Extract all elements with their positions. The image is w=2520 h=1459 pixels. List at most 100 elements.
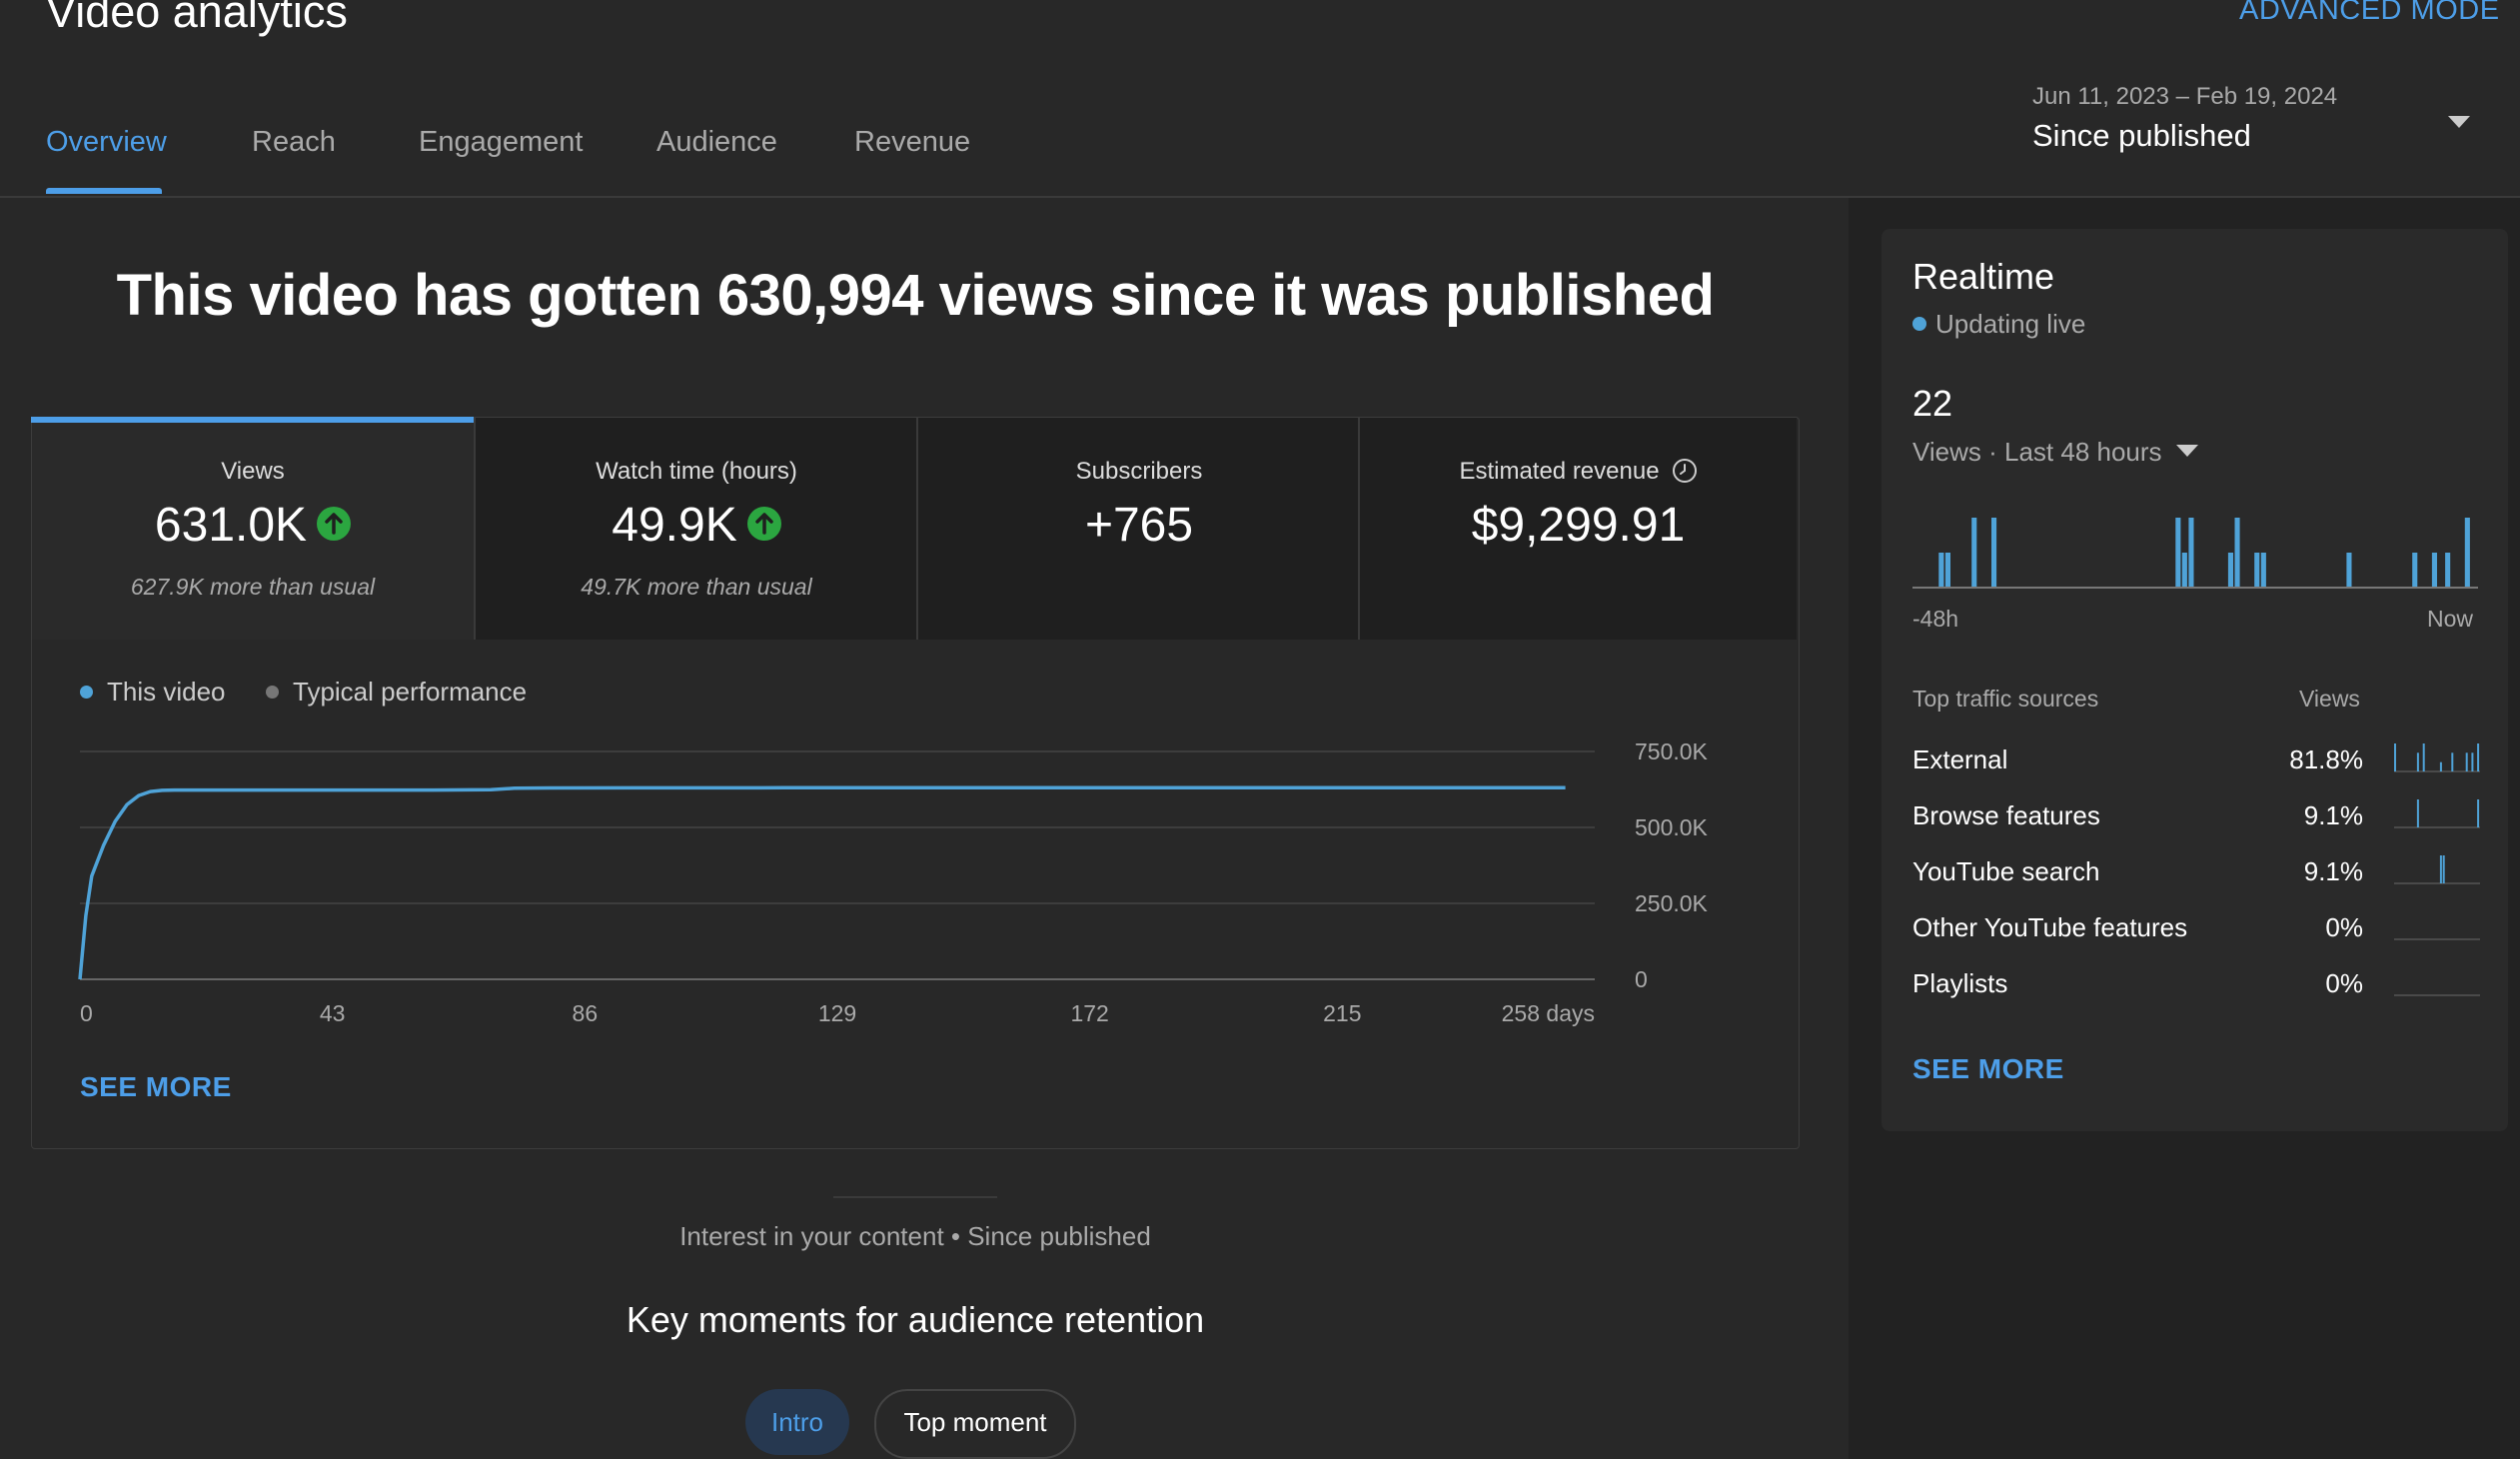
realtime-bar	[2227, 553, 2233, 588]
traffic-source-name: Playlists	[1912, 968, 2008, 998]
header-bar	[0, 0, 2520, 198]
advanced-mode-button[interactable]: ADVANCED MODE	[2239, 0, 2500, 26]
metric-divider	[474, 418, 476, 640]
metric-value: 631.0K	[32, 498, 474, 553]
metric-tab-subscribers[interactable]: Subscribers +765	[918, 418, 1360, 640]
x-tick-label: 258 days	[1502, 1000, 1595, 1026]
tab-engagement[interactable]: Engagement	[419, 126, 584, 158]
updating-live-label: Updating live	[1912, 309, 2085, 340]
views-line-chart: 750.0K 500.0K 250.0K 0 0 43 86 129 172 215 258 day…	[78, 738, 1709, 1026]
sparkline-bar	[2477, 799, 2480, 827]
traffic-source-name: Browse features	[1912, 800, 2100, 830]
metric-tab-revenue[interactable]: Estimated revenue $9,299.91	[1360, 418, 1797, 640]
x-tick-label: 215	[1323, 1000, 1361, 1026]
metric-note: 627.9K more than usual	[130, 574, 376, 600]
sparkline-bar	[2416, 752, 2419, 771]
realtime-bar	[1938, 553, 1944, 588]
realtime-view-count: 22	[1912, 383, 1953, 424]
realtime-bar	[2346, 553, 2352, 588]
page-title: Video analytics	[46, 0, 348, 37]
section-divider	[833, 1196, 997, 1198]
metric-label: Estimated revenue	[1360, 458, 1797, 486]
traffic-sparklines	[2394, 743, 2480, 996]
metric-tab-watch-time[interactable]: Watch time (hours) 49.9K 49.7K more than…	[476, 418, 917, 640]
arrow-up-icon	[317, 507, 352, 542]
selected-metric-indicator	[31, 417, 474, 423]
metric-value: +765	[1084, 499, 1194, 552]
x-tick-label: 86	[573, 1000, 599, 1026]
realtime-bar	[1971, 518, 1977, 588]
legend-dot	[80, 685, 93, 699]
metric-divider	[1358, 418, 1360, 640]
realtime-axis-end: Now	[2427, 606, 2474, 632]
chip-intro[interactable]: Intro	[745, 1389, 849, 1455]
traffic-source-pct: 0%	[2325, 912, 2363, 942]
views-headline: This video has gotten 630,994 views sinc…	[116, 263, 1715, 328]
sparkline-bar	[2422, 743, 2425, 771]
sparkline-bar	[2439, 761, 2442, 771]
sparkline-bar	[2442, 855, 2445, 883]
realtime-bar	[2254, 553, 2260, 588]
metric-note: 49.7K more than usual	[581, 574, 812, 600]
x-tick-label: 0	[80, 1000, 93, 1026]
realtime-bar	[2234, 518, 2240, 588]
metric-label: Subscribers	[1075, 458, 1203, 485]
traffic-source-pct: 0%	[2325, 968, 2363, 998]
realtime-bar	[2445, 553, 2451, 588]
realtime-bar	[2431, 553, 2437, 588]
metric-value: $9,299.91	[1471, 499, 1686, 552]
arrow-up-icon	[746, 507, 781, 542]
realtime-bar	[2181, 553, 2187, 588]
realtime-bar	[2175, 518, 2181, 588]
realtime-card	[1882, 229, 2508, 1131]
sparkline-bar	[2465, 752, 2468, 771]
traffic-source-name: YouTube search	[1912, 856, 2100, 886]
chevron-down-icon[interactable]	[2175, 445, 2198, 458]
realtime-axis-start: -48h	[1912, 606, 1959, 632]
x-tick-label: 129	[818, 1000, 856, 1026]
date-range-text[interactable]: Jun 11, 2023 – Feb 19, 2024	[2032, 83, 2338, 110]
sparkline-bar	[2477, 743, 2480, 771]
live-dot	[1912, 317, 1926, 332]
legend-typical: Typical performance	[266, 677, 527, 708]
legend-this-video: This video	[80, 677, 226, 708]
sparkline-bar	[2439, 855, 2442, 883]
tab-revenue[interactable]: Revenue	[854, 126, 971, 158]
date-range-selector[interactable]: Since published	[2032, 118, 2251, 153]
metric-tab-views[interactable]: Views 631.0K 627.9K more than usual	[32, 418, 474, 640]
chevron-down-icon[interactable]	[2448, 116, 2470, 128]
realtime-bar	[1991, 518, 1997, 588]
realtime-title: Realtime	[1912, 256, 2055, 297]
y-tick-label: 0	[1635, 966, 1648, 992]
traffic-sources-header: Top traffic sources	[1912, 686, 2099, 712]
traffic-source-name: Other YouTube features	[1912, 912, 2188, 942]
x-tick-label: 172	[1070, 1000, 1108, 1026]
traffic-source-pct: 9.1%	[2303, 800, 2363, 830]
key-moments-title: Key moments for audience retention	[626, 1299, 1205, 1340]
realtime-bar	[2188, 518, 2194, 588]
realtime-period-selector[interactable]: Views · Last 48 hours	[1912, 437, 2198, 468]
y-tick-label: 750.0K	[1635, 738, 1709, 764]
clock-icon[interactable]	[1672, 458, 1698, 484]
see-more-realtime-button[interactable]: SEE MORE	[1912, 1053, 2064, 1084]
metric-divider	[916, 418, 918, 640]
metric-label: Views	[221, 458, 285, 485]
realtime-bar-chart	[1912, 518, 2478, 589]
y-tick-label: 250.0K	[1635, 890, 1709, 916]
y-tick-label: 500.0K	[1635, 814, 1709, 840]
sparkline-bar	[2394, 743, 2396, 771]
chip-top-moment[interactable]: Top moment	[874, 1389, 1076, 1459]
tab-audience[interactable]: Audience	[656, 126, 777, 158]
realtime-bar	[2412, 553, 2418, 588]
tab-overview[interactable]: Overview	[46, 126, 167, 158]
series-line-this-video	[78, 785, 1566, 980]
metric-value: 49.9K	[476, 498, 917, 553]
tab-reach[interactable]: Reach	[252, 126, 336, 158]
see-more-chart-button[interactable]: SEE MORE	[80, 1071, 232, 1102]
traffic-views-header: Views	[2299, 686, 2360, 712]
traffic-source-name: External	[1912, 744, 2008, 774]
sparkline-bar	[2451, 752, 2454, 771]
interest-section-label: Interest in your content • Since publish…	[679, 1221, 1151, 1251]
sparkline-bar	[2416, 799, 2419, 827]
realtime-bar	[2464, 518, 2470, 588]
